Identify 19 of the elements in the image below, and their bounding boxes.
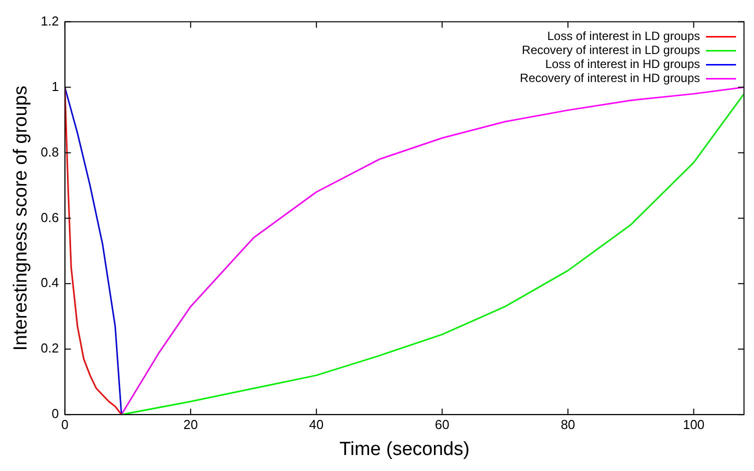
y-tick-label: 0 [52,406,59,422]
x-axis-title: Time (seconds) [339,438,470,460]
y-tick-label: 0.4 [40,275,59,290]
y-axis-title: Interestingness score of groups [10,86,32,351]
x-tick-label: 100 [682,416,705,432]
y-tick-label: 0.8 [40,144,59,160]
x-tick-label: 20 [183,416,198,432]
y-tick-label: 1.2 [40,13,59,28]
y-tick-label: 0.6 [40,210,59,225]
legend-label: Loss of interest in LD groups [547,29,700,44]
legend-label: Loss of interest in HD groups [545,57,700,72]
legend-label: Recovery of interest in HD groups [520,71,700,86]
x-tick-label: 60 [434,416,450,432]
x-tick-label: 0 [61,416,68,432]
y-tick-label: 0.2 [40,340,59,356]
legend-label: Recovery of interest in LD groups [522,43,700,58]
x-tick-label: 80 [560,416,576,432]
y-tick-label: 1 [52,78,59,94]
x-tick-label: 40 [309,416,324,432]
